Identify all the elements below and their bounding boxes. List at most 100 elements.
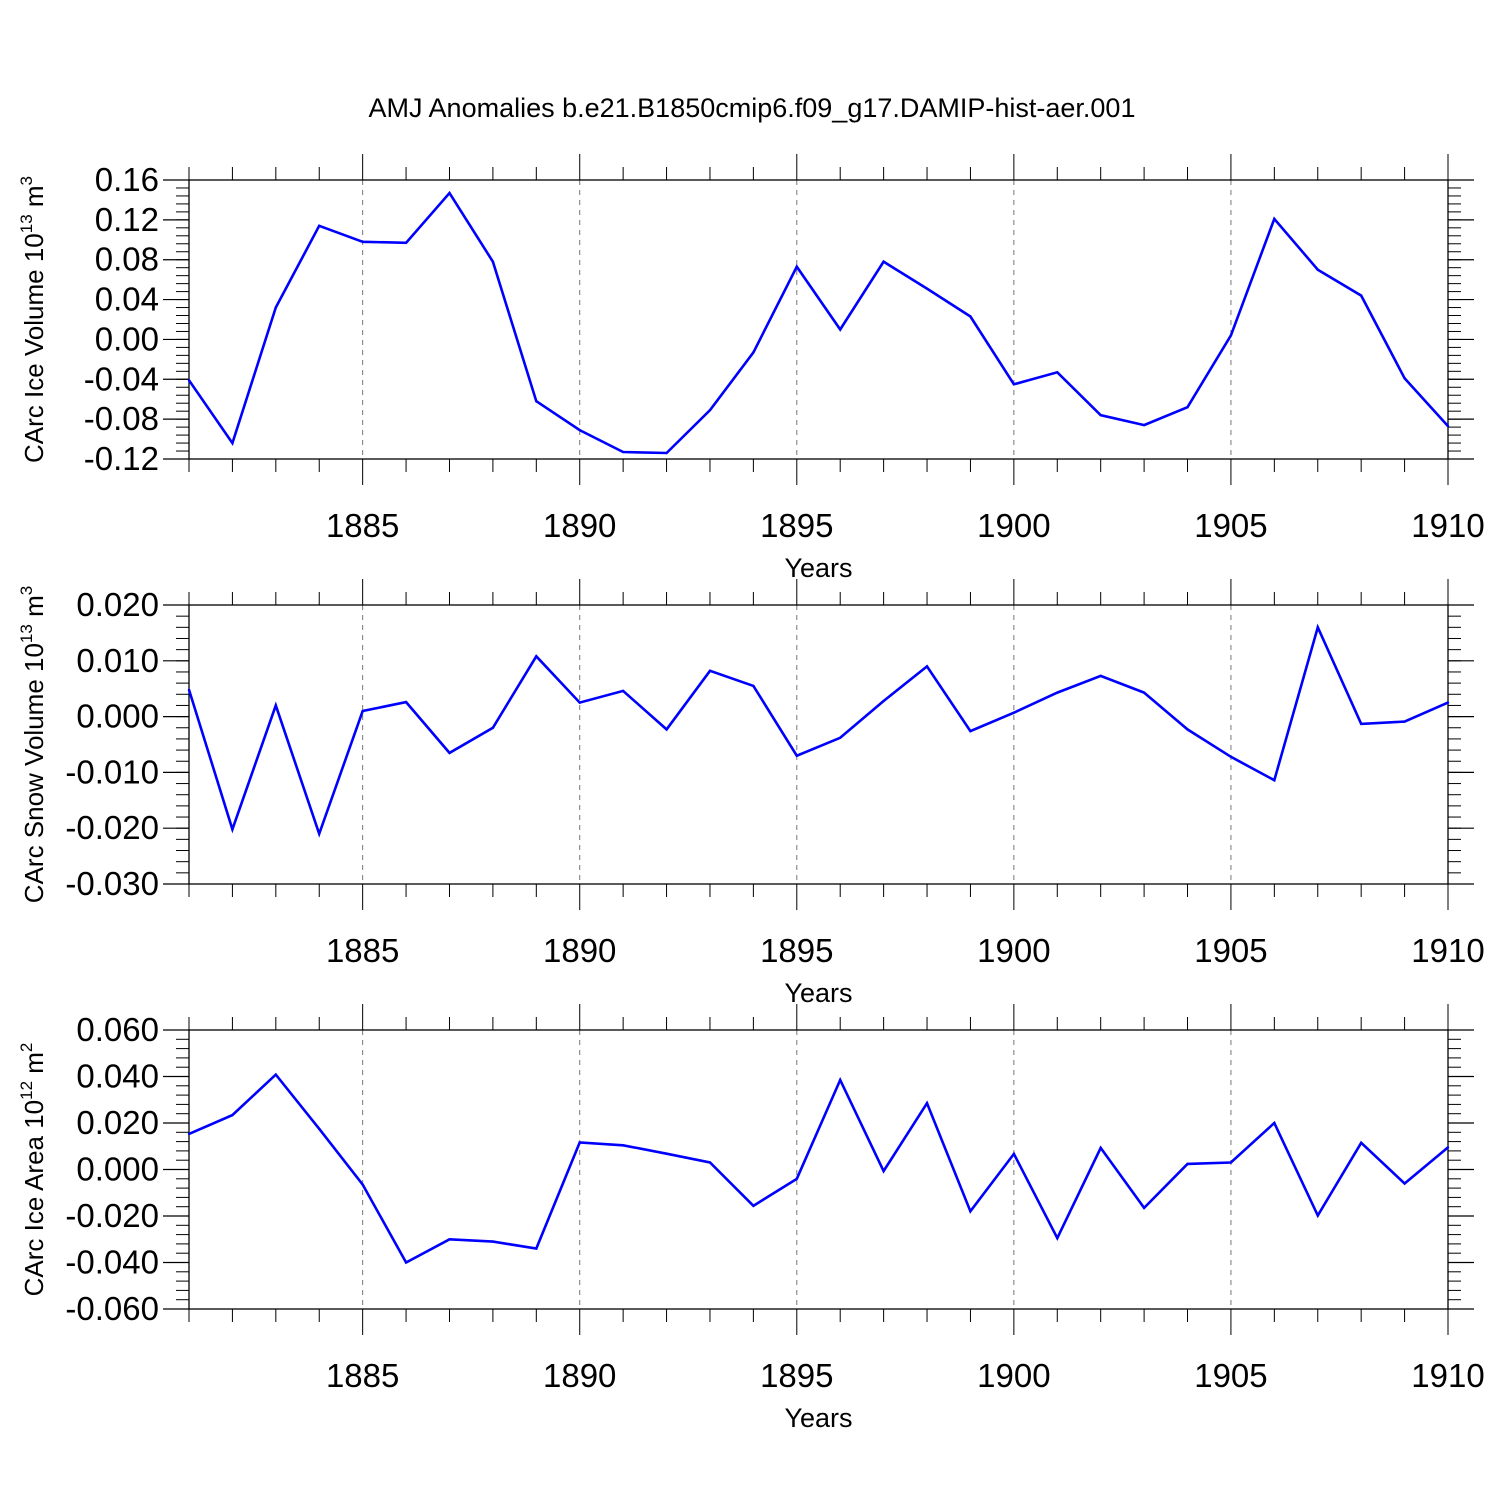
data-point xyxy=(1229,755,1233,758)
x-tick-label: 1895 xyxy=(760,932,833,969)
data-point xyxy=(361,709,364,713)
data-point xyxy=(752,351,755,354)
y-tick-label: -0.040 xyxy=(65,1244,159,1281)
data-point xyxy=(1359,294,1363,297)
data-point xyxy=(1012,1152,1016,1156)
data-point xyxy=(925,287,929,290)
data-point xyxy=(1316,626,1319,629)
data-point xyxy=(1229,334,1233,337)
y-tick-label: 0.16 xyxy=(95,161,159,198)
y-tick-label: -0.12 xyxy=(84,440,159,477)
y-tick-label: -0.010 xyxy=(65,753,159,790)
data-point xyxy=(839,1078,842,1082)
data-point xyxy=(535,400,538,403)
data-point xyxy=(839,736,842,740)
y-tick-label: 0.08 xyxy=(95,241,159,278)
data-point xyxy=(1446,424,1450,428)
data-point xyxy=(882,699,885,703)
x-tick-label: 1890 xyxy=(543,1357,616,1394)
data-point xyxy=(491,260,495,263)
data-point xyxy=(1359,722,1363,726)
series-line xyxy=(187,623,1449,838)
y-tick-label: -0.08 xyxy=(84,400,159,437)
data-point xyxy=(318,1127,321,1131)
y-axis-title-unit: m xyxy=(19,1052,49,1081)
x-tick-label: 1895 xyxy=(760,507,833,544)
data-point xyxy=(1056,371,1059,374)
data-point xyxy=(1186,728,1189,731)
y-tick-label: 0.000 xyxy=(76,1151,159,1188)
plot-frame xyxy=(188,604,1449,885)
x-tick-label: 1895 xyxy=(760,1357,833,1394)
data-point xyxy=(535,655,538,658)
y-tick-label: 0.000 xyxy=(76,698,159,735)
data-point xyxy=(665,728,668,731)
y-tick-label: 0.040 xyxy=(76,1058,159,1095)
y-tick-label: -0.030 xyxy=(65,865,159,902)
data-point xyxy=(1186,405,1189,409)
y-axis-title-base: CArc Ice Volume 10 xyxy=(19,233,49,463)
data-point xyxy=(1273,779,1276,782)
x-tick-label: 1910 xyxy=(1411,1357,1484,1394)
y-axis-title-unit-exponent: 3 xyxy=(17,586,36,595)
data-point xyxy=(1316,1214,1319,1217)
data-point xyxy=(404,700,408,704)
data-point xyxy=(361,240,364,243)
data-point xyxy=(1446,701,1450,704)
data-point xyxy=(621,689,625,693)
y-axis-title-unit: m xyxy=(19,185,49,214)
y-tick-label: 0.010 xyxy=(76,642,159,679)
data-point xyxy=(1012,383,1016,386)
panel-1: -0.12-0.08-0.040.000.040.080.120.16 1885 1… xyxy=(17,154,1485,583)
y-tick-label: 0.00 xyxy=(95,320,159,357)
data-point xyxy=(708,669,712,673)
data-point xyxy=(187,1132,191,1136)
data-point xyxy=(1056,691,1059,694)
panel-2: -0.030 -0.020 -0.010 0.000 0.010 0.020 1885 189… xyxy=(17,579,1485,1008)
x-tick-label: 1905 xyxy=(1194,507,1267,544)
y-axis-title-base: CArc Snow Volume 10 xyxy=(19,643,49,903)
chart-title: AMJ Anomalies b.e21.B1850cmip6.f09_g17.D… xyxy=(369,93,1136,123)
data-point xyxy=(535,1247,538,1250)
data-point xyxy=(925,1102,929,1105)
data-point xyxy=(1359,1141,1363,1144)
data-point xyxy=(1229,1161,1233,1164)
data-point xyxy=(969,315,972,318)
data-point xyxy=(448,751,451,755)
data-point xyxy=(361,1183,364,1186)
data-point xyxy=(969,1210,972,1213)
x-tick-label: 1905 xyxy=(1194,932,1267,969)
y-axis-title-exponent: 13 xyxy=(17,214,36,233)
data-point xyxy=(404,1261,408,1264)
data-point xyxy=(578,428,581,432)
x-tick-label: 1910 xyxy=(1411,507,1484,544)
data-point xyxy=(187,688,191,692)
data-point xyxy=(274,306,278,309)
x-tick-label: 1885 xyxy=(326,932,399,969)
data-point xyxy=(318,224,321,228)
data-point xyxy=(882,260,885,263)
data-point xyxy=(404,241,408,244)
data-point xyxy=(318,832,321,835)
x-tick-label: 1890 xyxy=(543,932,616,969)
series-line xyxy=(187,190,1449,455)
x-tick-label: 1890 xyxy=(543,507,616,544)
y-tick-label: -0.04 xyxy=(84,360,159,397)
plot-frame xyxy=(188,179,1449,460)
x-axis-title: Years xyxy=(784,1403,852,1433)
y-tick-label: 0.020 xyxy=(76,586,159,623)
data-point xyxy=(795,1177,798,1181)
data-point xyxy=(187,379,191,382)
data-point xyxy=(1273,217,1276,221)
data-point xyxy=(969,729,972,733)
y-tick-label: 0.04 xyxy=(95,281,159,318)
x-tick-label: 1905 xyxy=(1194,1357,1267,1394)
y-axis-title-unit: m xyxy=(19,595,49,624)
x-axis-title: Years xyxy=(784,978,852,1008)
panels: -0.12-0.08-0.040.000.040.080.120.16 1885 1… xyxy=(17,154,1485,1433)
data-point xyxy=(274,1073,278,1076)
data-point xyxy=(491,726,495,729)
series-line xyxy=(188,1072,1449,1265)
